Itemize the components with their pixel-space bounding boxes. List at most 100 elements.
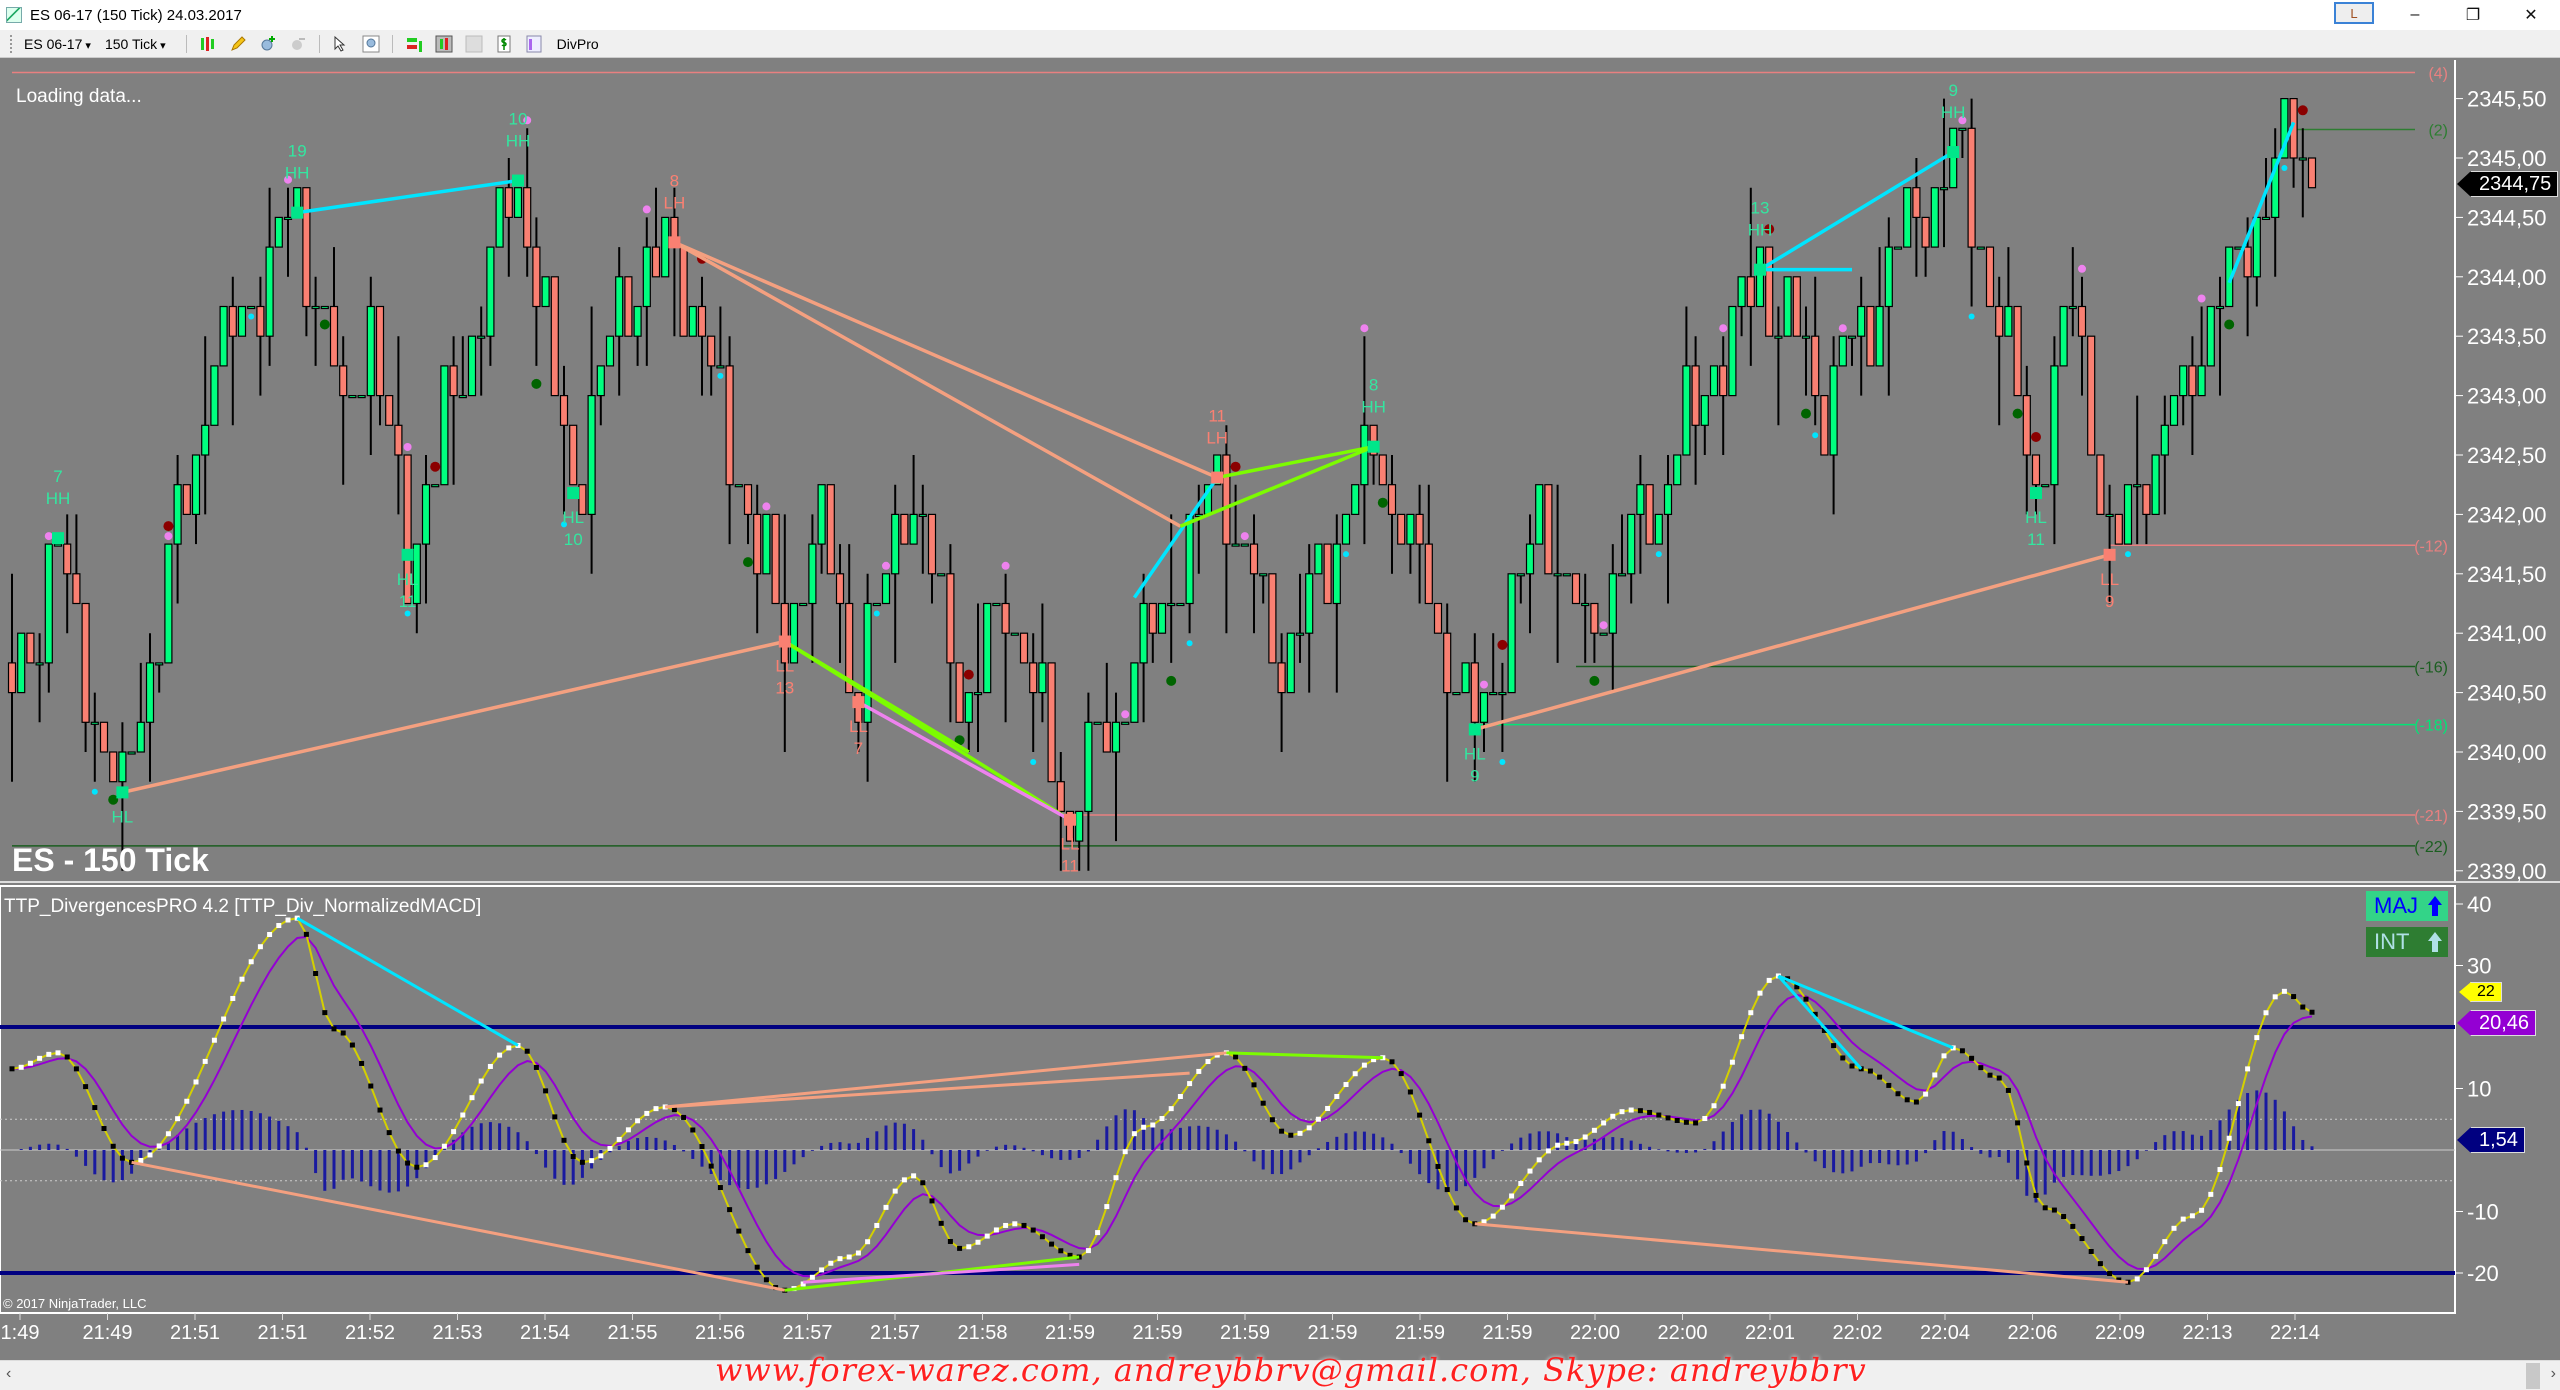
pointer-icon[interactable] bbox=[332, 35, 350, 53]
link-button[interactable]: L bbox=[2334, 2, 2374, 24]
macd-point bbox=[745, 1248, 751, 1254]
magnify-icon[interactable] bbox=[362, 35, 380, 53]
macd-point bbox=[1923, 1091, 1929, 1097]
macd-point bbox=[1518, 1181, 1524, 1187]
histogram-bar bbox=[2200, 1135, 2204, 1150]
macd-point bbox=[727, 1207, 733, 1213]
candle bbox=[513, 187, 523, 218]
data-series-icon[interactable] bbox=[405, 35, 423, 53]
histogram-bar bbox=[645, 1137, 649, 1150]
macd-point bbox=[1233, 1054, 1239, 1060]
chart-canvas[interactable]: 2345,50 2345,00 2344,50 2344,00 2343,50 2343,… bbox=[0, 58, 2560, 1360]
indicator-divergence-line bbox=[1474, 1222, 2129, 1284]
macd-point bbox=[1288, 1132, 1294, 1138]
pencil-draw-icon[interactable] bbox=[229, 35, 247, 53]
macd-point bbox=[2134, 1276, 2140, 1282]
candle bbox=[1755, 246, 1765, 308]
price-tick-label: 2344,00 bbox=[2467, 265, 2547, 290]
swing-label: LL bbox=[849, 717, 868, 736]
candle bbox=[256, 305, 265, 337]
macd-point bbox=[1969, 1055, 1975, 1061]
signal-dot bbox=[1186, 640, 1193, 647]
macd-point bbox=[1269, 1117, 1275, 1123]
candle bbox=[1581, 602, 1590, 607]
macd-point bbox=[975, 1239, 981, 1245]
properties-icon[interactable] bbox=[525, 35, 543, 53]
macd-point bbox=[699, 1144, 705, 1150]
swing-label: HL bbox=[112, 807, 134, 826]
restore-button[interactable]: ❐ bbox=[2465, 7, 2481, 24]
indicator-tick-label: 10 bbox=[2467, 1077, 2491, 1102]
macd-point bbox=[2042, 1205, 2048, 1211]
toolbar-grip[interactable] bbox=[10, 34, 14, 53]
zoom-out-icon[interactable] bbox=[289, 35, 307, 53]
signal-dot bbox=[1958, 116, 1967, 125]
swing-label: HL bbox=[1464, 744, 1486, 763]
close-button[interactable]: ✕ bbox=[2524, 7, 2538, 24]
histogram-bar bbox=[258, 1113, 262, 1150]
level-label: (-12) bbox=[2414, 538, 2448, 555]
candle bbox=[799, 602, 808, 607]
candle bbox=[274, 216, 283, 248]
macd-point bbox=[37, 1055, 43, 1061]
candle bbox=[72, 573, 81, 605]
swing-dot bbox=[319, 319, 330, 330]
histogram-bar bbox=[755, 1150, 759, 1188]
histogram-bar bbox=[212, 1114, 216, 1150]
swing-label: LL bbox=[2100, 570, 2119, 589]
candle bbox=[587, 395, 596, 516]
macd-point bbox=[552, 1114, 558, 1120]
histogram-bar bbox=[1841, 1150, 1845, 1174]
macd-point bbox=[147, 1152, 153, 1158]
macd-point bbox=[2070, 1223, 2076, 1229]
macd-point bbox=[285, 917, 291, 923]
candle bbox=[578, 484, 587, 516]
histogram-bar bbox=[553, 1150, 557, 1179]
swing-marker bbox=[2103, 548, 2116, 561]
histogram-bar bbox=[608, 1150, 612, 1153]
candle bbox=[780, 602, 789, 664]
histogram-bar bbox=[1326, 1141, 1330, 1150]
strategies-icon[interactable] bbox=[465, 35, 483, 53]
histogram-bar bbox=[1188, 1126, 1192, 1150]
indicators-icon[interactable] bbox=[435, 35, 453, 53]
macd-point bbox=[1683, 1119, 1689, 1125]
time-label: 22:00 bbox=[1657, 1322, 1707, 1344]
scrollbar-thumb[interactable] bbox=[2526, 1363, 2540, 1389]
instrument-dropdown[interactable]: ES 06-17 bbox=[24, 36, 91, 52]
macd-point bbox=[2300, 1004, 2306, 1010]
interval-dropdown[interactable]: 150 Tick bbox=[105, 36, 166, 52]
macd-point bbox=[1637, 1108, 1643, 1114]
macd-point bbox=[405, 1160, 411, 1166]
macd-point bbox=[1849, 1063, 1855, 1069]
histogram-bar bbox=[1914, 1150, 1918, 1162]
histogram-bar bbox=[1040, 1150, 1044, 1156]
zoom-in-icon[interactable] bbox=[259, 35, 277, 53]
time-label: 21:59 bbox=[1045, 1322, 1095, 1344]
macd-point bbox=[276, 923, 282, 929]
candle bbox=[872, 602, 881, 607]
candle bbox=[504, 187, 513, 218]
bars-type-icon[interactable] bbox=[199, 35, 217, 53]
time-label: 21:59 bbox=[1395, 1322, 1445, 1344]
minimize-button[interactable]: – bbox=[2410, 6, 2420, 23]
histogram-bar bbox=[1602, 1137, 1606, 1150]
histogram-bar bbox=[1491, 1150, 1495, 1160]
histogram-bar bbox=[682, 1150, 686, 1152]
macd-point bbox=[690, 1127, 696, 1133]
macd-point bbox=[2033, 1192, 2039, 1198]
candle bbox=[366, 305, 375, 397]
macd-point bbox=[2162, 1239, 2168, 1245]
divpro-button[interactable]: DivPro bbox=[556, 35, 599, 52]
macd-point bbox=[1196, 1068, 1202, 1074]
macd-point bbox=[1334, 1093, 1340, 1099]
dollar-icon[interactable] bbox=[495, 35, 513, 53]
macd-point bbox=[193, 1079, 199, 1085]
histogram-bar bbox=[2190, 1134, 2194, 1150]
scroll-left-button[interactable]: ‹ bbox=[6, 1365, 12, 1382]
macd-point bbox=[1177, 1093, 1183, 1099]
scroll-right-button[interactable]: › bbox=[2550, 1365, 2556, 1382]
indicator-divergence-line bbox=[1777, 974, 1863, 1070]
candle bbox=[762, 513, 771, 575]
horizontal-scrollbar[interactable]: ‹ › bbox=[0, 1360, 2560, 1390]
